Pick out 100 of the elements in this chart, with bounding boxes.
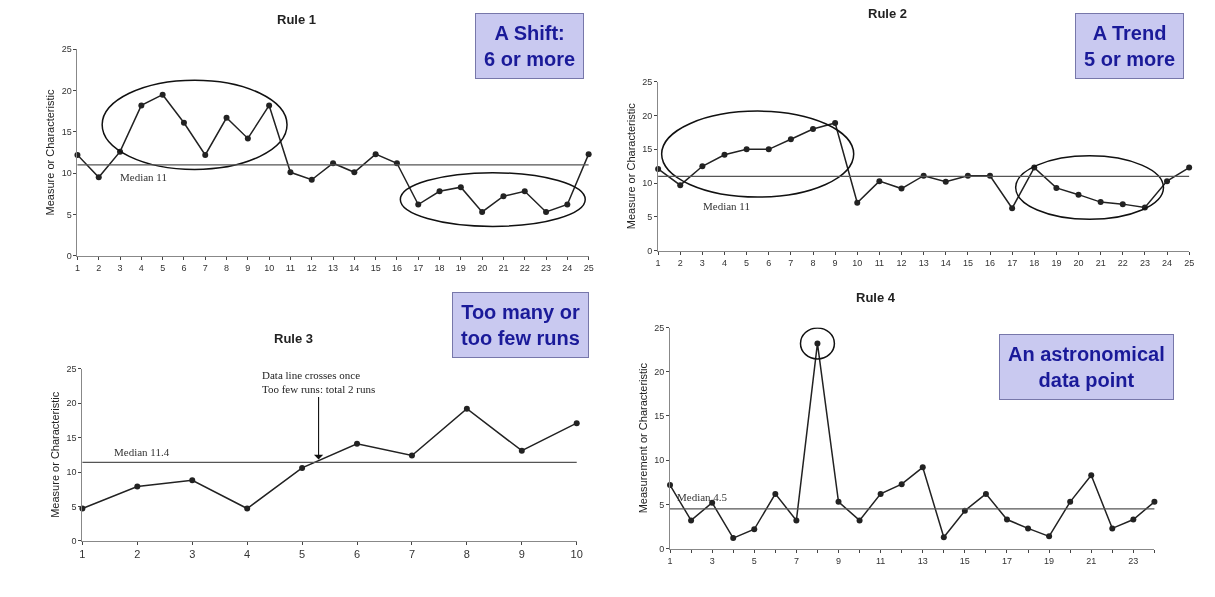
y-tick-label: 10 bbox=[654, 455, 665, 466]
text: Too many or too few runs bbox=[461, 301, 580, 349]
y-tick-label: 10 bbox=[66, 467, 77, 478]
x-tick-label: 9 bbox=[518, 548, 525, 561]
y-tick-label: 15 bbox=[66, 432, 77, 443]
x-tick-label: 14 bbox=[349, 262, 360, 273]
x-tick-label: 16 bbox=[391, 262, 402, 273]
x-tick-label: 5 bbox=[751, 555, 757, 566]
x-tick-label: 1 bbox=[667, 555, 673, 566]
y-tick-label: 20 bbox=[61, 85, 72, 96]
x-tick-label: 22 bbox=[1117, 257, 1128, 268]
x-tick-label: 5 bbox=[744, 257, 750, 268]
y-tick-label: 25 bbox=[61, 44, 72, 55]
x-tick-label: 13 bbox=[917, 555, 928, 566]
x-tick-label: 7 bbox=[788, 257, 794, 268]
text: A Trend 5 or more bbox=[1084, 22, 1176, 70]
x-tick-label: 19 bbox=[455, 262, 466, 273]
y-tick-label: 5 bbox=[66, 209, 72, 220]
x-tick-label: 17 bbox=[1007, 257, 1018, 268]
x-tick-label: 8 bbox=[810, 257, 816, 268]
x-tick-label: 13 bbox=[328, 262, 339, 273]
x-tick-label: 23 bbox=[1139, 257, 1150, 268]
x-tick-label: 10 bbox=[264, 262, 275, 273]
x-tick-label: 7 bbox=[793, 555, 799, 566]
x-tick-label: 7 bbox=[202, 262, 208, 273]
y-tick-label: 5 bbox=[647, 212, 653, 223]
y-tick-label: 15 bbox=[654, 411, 665, 422]
x-tick-label: 3 bbox=[699, 257, 705, 268]
x-tick-label: 5 bbox=[160, 262, 166, 273]
x-tick-label: 23 bbox=[1128, 555, 1139, 566]
x-tick-label: 10 bbox=[852, 257, 863, 268]
chart-title: Rule 3 bbox=[274, 331, 314, 346]
chart-title: Rule 1 bbox=[277, 12, 317, 27]
x-tick-label: 17 bbox=[413, 262, 424, 273]
x-tick-label: 2 bbox=[96, 262, 102, 273]
x-tick-label: 20 bbox=[477, 262, 488, 273]
ref-line-label: Median 4.5 bbox=[677, 491, 728, 503]
y-tick-label: 0 bbox=[647, 245, 653, 256]
x-tick-label: 3 bbox=[117, 262, 123, 273]
x-tick-label: 21 bbox=[498, 262, 509, 273]
x-tick-label: 10 bbox=[570, 548, 583, 561]
y-tick-label: 10 bbox=[642, 178, 653, 189]
x-tick-label: 13 bbox=[918, 257, 929, 268]
x-tick-label: 15 bbox=[370, 262, 381, 273]
y-axis-title: Measure or Characteristic bbox=[44, 89, 57, 216]
y-tick-label: 0 bbox=[659, 543, 665, 554]
y-tick-label: 10 bbox=[61, 168, 72, 179]
y-tick-label: 25 bbox=[642, 76, 653, 87]
y-tick-label: 5 bbox=[659, 499, 665, 510]
x-tick-label: 9 bbox=[245, 262, 251, 273]
x-tick-label: 21 bbox=[1086, 555, 1097, 566]
x-tick-label: 1 bbox=[74, 262, 80, 273]
y-axis-title: Measure or Characteristic bbox=[49, 391, 62, 518]
x-tick-label: 11 bbox=[875, 555, 886, 566]
y-tick-label: 20 bbox=[654, 366, 665, 377]
x-tick-label: 25 bbox=[583, 262, 594, 273]
y-axis-title: Measure or Characteristic bbox=[624, 102, 637, 230]
x-tick-label: 17 bbox=[1001, 555, 1012, 566]
x-tick-label: 23 bbox=[541, 262, 552, 273]
ref-line-label: Median 11 bbox=[703, 200, 750, 212]
y-tick-label: 20 bbox=[642, 110, 653, 121]
x-tick-label: 4 bbox=[721, 257, 727, 268]
x-tick-label: 12 bbox=[896, 257, 907, 268]
ref-line-label: Median 11 bbox=[120, 171, 167, 183]
x-tick-label: 1 bbox=[655, 257, 661, 268]
x-tick-label: 24 bbox=[1162, 257, 1173, 268]
x-tick-label: 16 bbox=[985, 257, 996, 268]
x-tick-label: 5 bbox=[299, 548, 306, 561]
x-tick-label: 3 bbox=[709, 555, 715, 566]
x-tick-label: 11 bbox=[285, 262, 296, 273]
x-tick-label: 22 bbox=[519, 262, 530, 273]
x-tick-label: 6 bbox=[766, 257, 772, 268]
x-tick-label: 3 bbox=[189, 548, 196, 561]
x-tick-label: 8 bbox=[463, 548, 470, 561]
x-tick-label: 2 bbox=[677, 257, 683, 268]
x-tick-label: 15 bbox=[959, 555, 970, 566]
y-tick-label: 0 bbox=[66, 250, 72, 261]
x-tick-label: 9 bbox=[832, 257, 838, 268]
x-tick-label: 4 bbox=[244, 548, 251, 561]
x-tick-label: 15 bbox=[962, 257, 973, 268]
y-tick-label: 25 bbox=[66, 363, 77, 374]
x-tick-label: 19 bbox=[1051, 257, 1062, 268]
x-tick-label: 6 bbox=[181, 262, 187, 273]
x-tick-label: 20 bbox=[1073, 257, 1084, 268]
x-tick-label: 25 bbox=[1184, 257, 1195, 268]
x-tick-label: 12 bbox=[306, 262, 317, 273]
x-tick-label: 8 bbox=[224, 262, 230, 273]
x-tick-label: 11 bbox=[874, 257, 885, 268]
x-tick-label: 24 bbox=[562, 262, 573, 273]
chart-title: Rule 4 bbox=[856, 290, 896, 305]
x-tick-label: 7 bbox=[408, 548, 416, 561]
x-tick-label: 4 bbox=[138, 262, 144, 273]
y-tick-label: 5 bbox=[71, 501, 77, 512]
x-tick-label: 2 bbox=[134, 548, 141, 561]
y-tick-label: 20 bbox=[66, 398, 77, 409]
annotation: A Shift: 6 or more bbox=[484, 22, 576, 70]
x-tick-label: 1 bbox=[79, 548, 86, 561]
x-tick-label: 14 bbox=[940, 257, 951, 268]
x-tick-label: 18 bbox=[1029, 257, 1040, 268]
y-tick-label: 15 bbox=[61, 126, 72, 137]
